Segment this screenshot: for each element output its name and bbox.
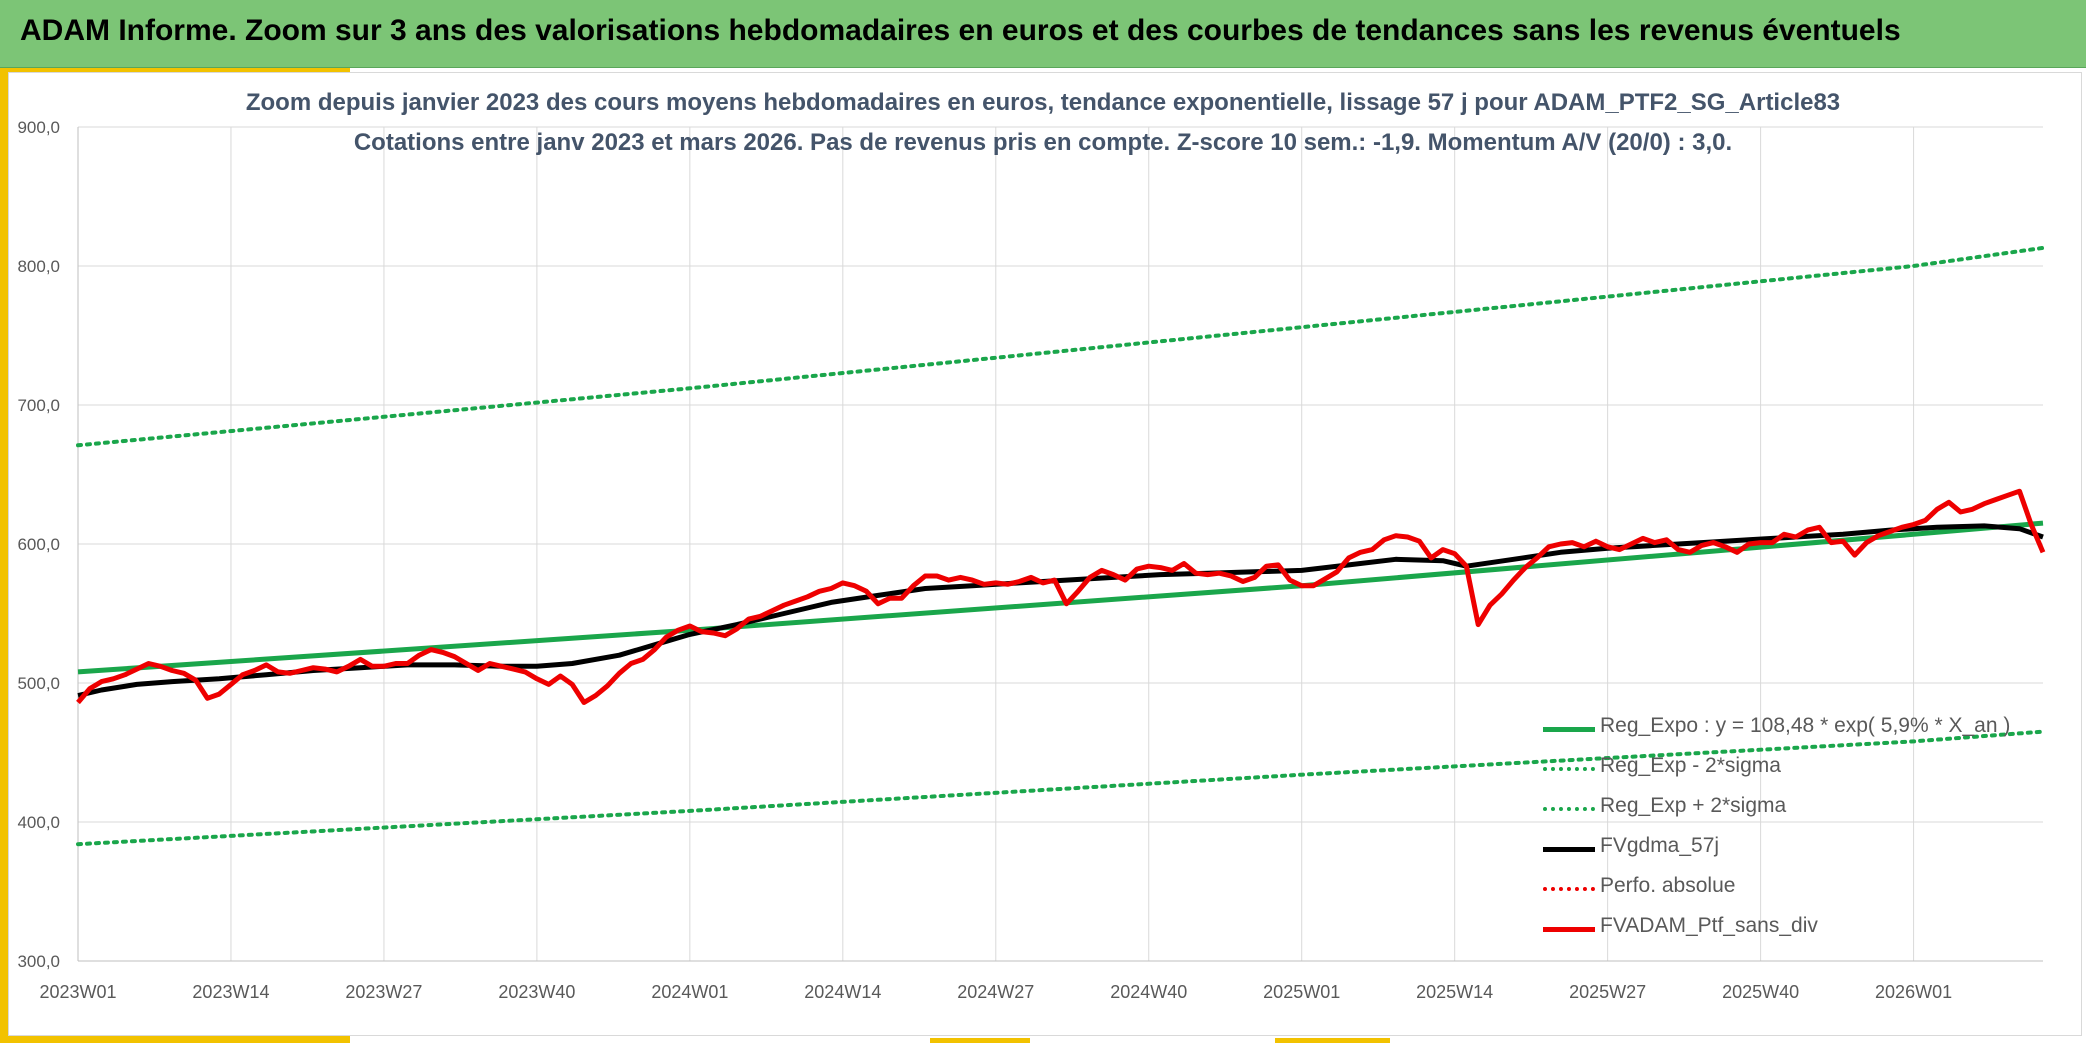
legend-swatch-dotted-green [1543, 767, 1595, 771]
x-tick-label: 2025W01 [1263, 982, 1340, 1002]
y-tick-label: 900,0 [17, 118, 60, 137]
legend-swatch-solid-red [1543, 927, 1595, 932]
accent-bar-bottom [0, 1035, 350, 1043]
y-tick-label: 600,0 [17, 535, 60, 554]
legend-swatch-solid-black [1543, 847, 1595, 852]
y-tick-label: 300,0 [17, 952, 60, 971]
legend-label-perfo-absolue: Perfo. absolue [1600, 874, 1736, 897]
header-banner: ADAM Informe. Zoom sur 3 ans des valoris… [0, 0, 2086, 68]
accent-bar-bottom-mid [930, 1038, 1030, 1043]
x-tick-label: 2026W01 [1875, 982, 1952, 1002]
chart-title-line2: Cotations entre janv 2023 et mars 2026. … [353, 129, 1733, 156]
accent-bar-bottom-right [1275, 1038, 1390, 1043]
chart-frame [8, 72, 2082, 1036]
x-tick-label: 2024W01 [651, 982, 728, 1002]
y-tick-label: 400,0 [17, 813, 60, 832]
x-tick-label: 2023W14 [192, 982, 269, 1002]
series-line-fvgdma-57j [77, 523, 2044, 698]
y-tick-label: 700,0 [17, 396, 60, 415]
legend-label-reg-exp-plus: Reg_Exp + 2*sigma [1600, 794, 1787, 817]
accent-bar-top [0, 68, 350, 73]
legend-label-reg-exp-minus: Reg_Exp - 2*sigma [1600, 754, 1781, 777]
series-line-fvadam-ptf-sans-div [76, 488, 2046, 705]
y-tick-label: 800,0 [17, 257, 60, 276]
legend-swatch-solid-green [1543, 727, 1595, 732]
x-tick-label: 2023W01 [39, 982, 116, 1002]
y-tick-label: 500,0 [17, 674, 60, 693]
x-tick-label: 2023W40 [498, 982, 575, 1002]
legend-label-fvgdma: FVgdma_57j [1600, 834, 1720, 857]
x-tick-label: 2024W40 [1110, 982, 1187, 1002]
accent-bar-left [0, 68, 8, 1043]
series-line-reg-exp [76, 245, 2045, 448]
legend-label-fvadam: FVADAM_Ptf_sans_div [1600, 914, 1818, 937]
x-tick-label: 2024W14 [804, 982, 881, 1002]
series-line-reg-exp [76, 729, 2045, 847]
x-tick-label: 2024W27 [957, 982, 1034, 1002]
legend-swatch-dotted-red [1543, 887, 1595, 891]
chart-title-line1: Zoom depuis janvier 2023 des cours moyen… [245, 89, 1841, 116]
x-tick-label: 2025W14 [1416, 982, 1493, 1002]
legend-label-reg-expo: Reg_Expo : y = 108,48 * exp( 5,9% * X_an… [1600, 714, 2011, 737]
legend-swatch-dotted-green [1543, 807, 1595, 811]
x-tick-label: 2023W27 [345, 982, 422, 1002]
x-tick-label: 2025W40 [1722, 982, 1799, 1002]
x-tick-label: 2025W27 [1569, 982, 1646, 1002]
banner-title: ADAM Informe. Zoom sur 3 ans des valoris… [20, 14, 1901, 47]
